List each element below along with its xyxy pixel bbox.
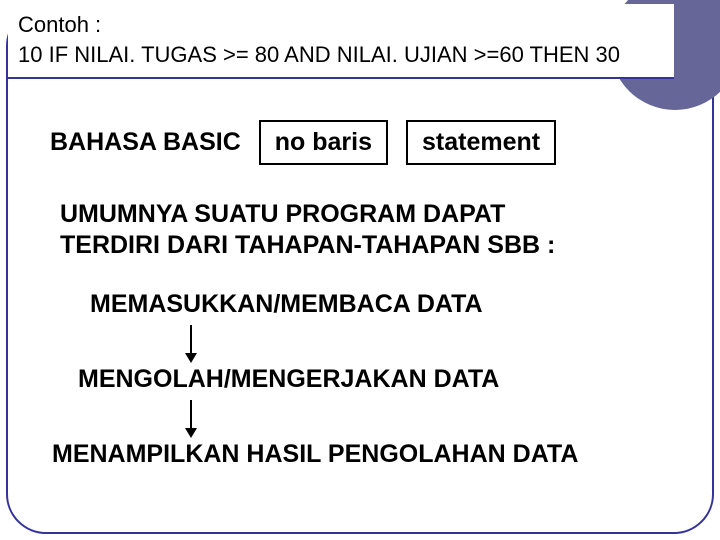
header-line-2: 10 IF NILAI. TUGAS >= 80 AND NILAI. UJIA… [18,40,664,70]
content-area: BAHASA BASIC no baris statement UMUMNYA … [30,120,690,469]
box-no-baris: no baris [259,120,388,165]
box-statement: statement [406,120,556,165]
arrow-down-icon [190,400,690,438]
arrow-down-icon [190,325,690,363]
header-line-1: Contoh : [18,10,664,40]
label-bahasa-basic: BAHASA BASIC [50,128,241,157]
steps-flow: MEMASUKKAN/MEMBACA DATA MENGOLAH/MENGERJ… [90,290,690,469]
header-box: Contoh : 10 IF NILAI. TUGAS >= 80 AND NI… [8,4,674,77]
step-3: MENAMPILKAN HASIL PENGOLAHAN DATA [52,440,690,469]
syntax-row: BAHASA BASIC no baris statement [50,120,690,165]
para-line-1: UMUMNYA SUATU PROGRAM DAPAT [60,199,690,230]
intro-paragraph: UMUMNYA SUATU PROGRAM DAPAT TERDIRI DARI… [60,199,690,262]
para-line-2: TERDIRI DARI TAHAPAN-TAHAPAN SBB : [60,230,690,261]
step-2: MENGOLAH/MENGERJAKAN DATA [78,365,690,394]
step-1: MEMASUKKAN/MEMBACA DATA [90,290,690,319]
